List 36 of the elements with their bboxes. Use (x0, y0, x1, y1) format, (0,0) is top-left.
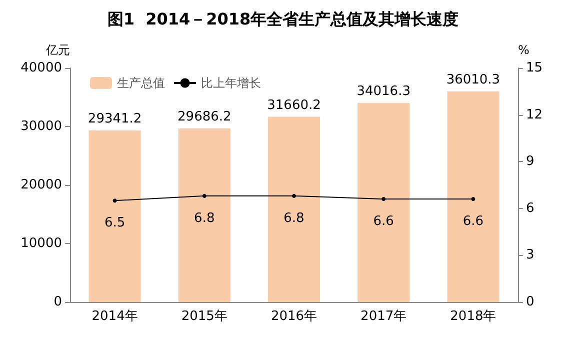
legend-label: 比上年增长 (201, 76, 261, 90)
data-label: 36010.3 (446, 72, 500, 88)
bar (447, 91, 500, 302)
data-label: 6.8 (284, 210, 304, 226)
legend-label: 生产总值 (117, 76, 165, 90)
data-label: 29341.2 (88, 111, 142, 126)
y-tick-label: 40000 (20, 60, 62, 76)
y-axis-title: 亿元 (45, 43, 70, 57)
data-label: 6.6 (373, 214, 394, 230)
x-tick-label: 2015年 (181, 309, 228, 324)
data-label: 6.8 (194, 210, 215, 226)
data-label: 31660.2 (267, 98, 321, 113)
bar (178, 128, 230, 302)
chart-title: 图1 2014－2018年全省生产总值及其增长速度 (107, 10, 459, 28)
x-tick-label: 2014年 (92, 309, 138, 324)
y2-tick-label: 6 (526, 200, 534, 216)
data-label: 6.5 (104, 216, 126, 231)
y2-tick-label: 9 (526, 154, 534, 170)
x-tick-label: 2016年 (270, 309, 318, 324)
y-tick-label: 10000 (20, 236, 62, 251)
y-tick-label: 0 (54, 294, 62, 310)
bar (88, 130, 141, 302)
y2-axis-title: % (518, 43, 530, 57)
y2-tick-label: 15 (526, 60, 543, 76)
y2-tick-label: 0 (526, 294, 534, 310)
data-label: 6.6 (462, 214, 484, 230)
x-tick-label: 2018年 (450, 309, 496, 324)
data-label: 34016.3 (356, 84, 410, 100)
x-tick-label: 2017年 (360, 309, 407, 324)
y-tick-label: 30000 (20, 119, 62, 134)
y2-tick-label: 3 (526, 248, 534, 263)
y-tick-label: 20000 (20, 178, 62, 192)
bar (268, 116, 320, 302)
bar (358, 103, 410, 302)
data-label: 29686.2 (178, 109, 232, 124)
y2-tick-label: 12 (526, 107, 543, 122)
